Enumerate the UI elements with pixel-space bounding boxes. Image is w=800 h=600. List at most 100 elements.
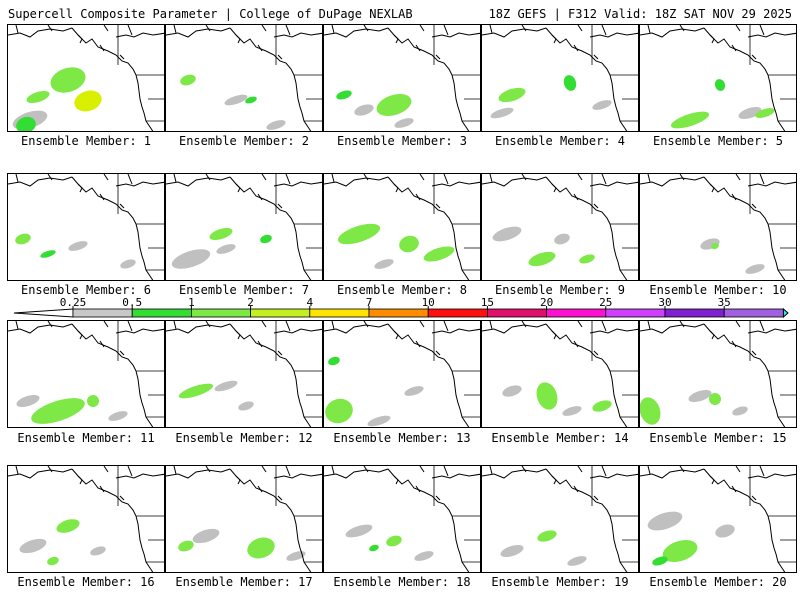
ensemble-map (8, 174, 164, 280)
scp-field-area (68, 241, 88, 251)
coastline (173, 25, 291, 36)
ensemble-map-panel (165, 173, 323, 281)
coastline (589, 328, 638, 334)
coastline (431, 181, 480, 187)
coastline (229, 27, 295, 76)
coastline (393, 183, 441, 209)
ensemble-map (482, 466, 638, 572)
coastline (747, 473, 796, 479)
scp-field-area (214, 380, 238, 392)
coastline (229, 468, 295, 517)
scp-field-area (394, 118, 414, 128)
coastline (709, 34, 757, 60)
ensemble-map-panel (165, 320, 323, 428)
scp-field-area (216, 244, 236, 254)
scp-field-area (16, 394, 40, 408)
scp-field-area (247, 537, 275, 559)
coastline (647, 174, 765, 185)
scp-field-area (745, 264, 765, 274)
scp-field-area (178, 383, 214, 399)
coastline (135, 370, 154, 427)
coastline (15, 321, 133, 332)
coastline (545, 176, 611, 225)
scp-field-area (180, 74, 196, 86)
coastline (609, 74, 628, 131)
coastline (229, 176, 295, 225)
coastline (647, 25, 765, 36)
colorbar-segment (605, 308, 666, 318)
ensemble-map (640, 321, 796, 427)
scp-field-area (192, 528, 220, 544)
ensemble-map (324, 174, 480, 280)
ensemble-map (324, 466, 480, 572)
ensemble-map (482, 321, 638, 427)
coastline (387, 27, 453, 76)
scp-field-area (47, 556, 59, 566)
coastline (489, 466, 607, 477)
scp-field-area (354, 104, 374, 116)
ensemble-map (482, 25, 638, 131)
coastline (8, 323, 73, 334)
coastline (115, 181, 164, 187)
scp-field-area (178, 540, 194, 552)
coastline (8, 176, 73, 187)
colorbar-tick-label: 35 (717, 296, 731, 309)
coastline (115, 473, 164, 479)
scp-field-area (592, 400, 612, 412)
scp-field-area (492, 226, 522, 242)
colorbar-tick-label: 15 (480, 296, 495, 309)
ensemble-member-label: Ensemble Member: 8 (336, 283, 468, 297)
coastline (551, 475, 599, 501)
coastline (15, 25, 133, 36)
coastline (545, 27, 611, 76)
coastline (709, 330, 757, 356)
coastline (135, 515, 154, 572)
coastline (703, 27, 769, 76)
scp-field-area (386, 535, 402, 547)
coastline (545, 468, 611, 517)
colorbar-tick-label: 25 (599, 296, 613, 309)
scp-field-area (90, 546, 106, 556)
ensemble-map (640, 174, 796, 280)
colorbar-segment (190, 308, 251, 318)
coastline (71, 468, 137, 517)
coastline (767, 74, 786, 131)
colorbar-segment (72, 308, 133, 318)
ensemble-map-panel (7, 173, 165, 281)
coastline (451, 74, 470, 131)
ensemble-map-panel (7, 320, 165, 428)
coastline (324, 468, 389, 479)
ensemble-map (8, 321, 164, 427)
coastline (71, 323, 137, 372)
scp-field-area (715, 524, 735, 538)
coastline (77, 475, 125, 501)
ensemble-member-label: Ensemble Member: 15 (649, 431, 787, 445)
coastline (331, 466, 449, 477)
ensemble-map (166, 25, 322, 131)
scp-field-area (171, 249, 211, 269)
ensemble-map (8, 25, 164, 131)
coastline (767, 223, 786, 280)
colorbar-tick-label: 10 (421, 296, 435, 309)
coastline (709, 475, 757, 501)
coastline (235, 475, 283, 501)
coastline (551, 34, 599, 60)
colorbar-tick-label: 2 (247, 296, 254, 309)
scp-field-area (209, 227, 233, 241)
coastline (173, 174, 291, 185)
scp-field-area (120, 259, 136, 269)
ensemble-map-panel (7, 465, 165, 573)
ensemble-member-label: Ensemble Member: 10 (649, 283, 787, 297)
coastline (324, 176, 389, 187)
ensemble-map-panel (639, 24, 797, 132)
coastline (640, 468, 705, 479)
coastline (703, 323, 769, 372)
coastline (609, 515, 628, 572)
coastline (387, 323, 453, 372)
coastline (451, 515, 470, 572)
ensemble-member-label: Ensemble Member: 4 (494, 134, 626, 148)
coastline (451, 223, 470, 280)
scp-field-area (336, 90, 352, 100)
coastline (293, 74, 312, 131)
coastline (235, 330, 283, 356)
